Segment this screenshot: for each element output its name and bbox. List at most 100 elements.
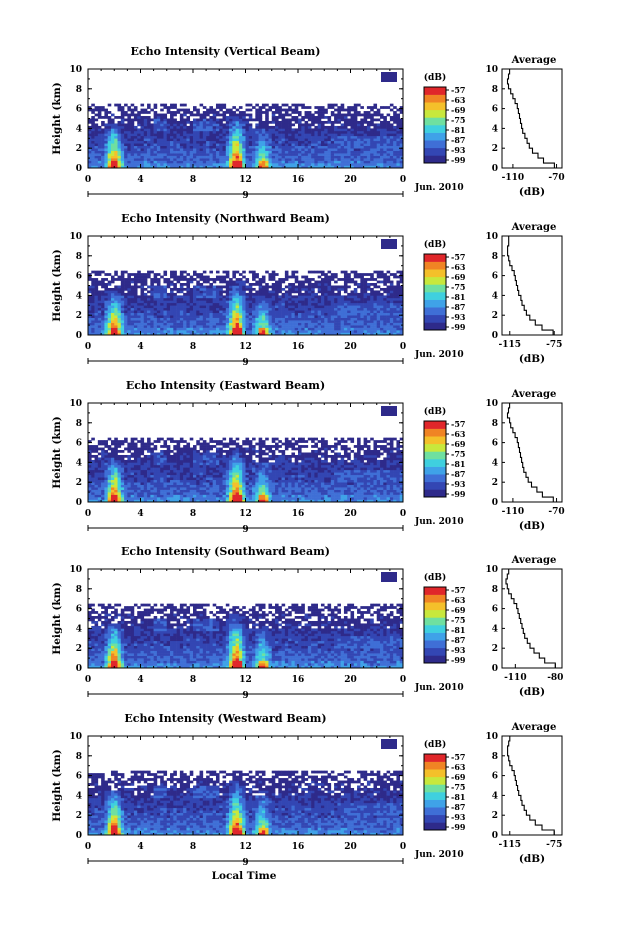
heatmap-cell <box>380 327 384 331</box>
heatmap-cell <box>202 153 207 156</box>
heatmap-cell <box>393 287 397 291</box>
heatmap-cell <box>110 320 115 323</box>
heatmap-cell <box>156 292 161 296</box>
heatmap-cell <box>327 153 332 156</box>
heatmap-cell <box>370 273 374 276</box>
heatmap-cell <box>229 300 233 304</box>
heatmap-cell <box>389 332 394 336</box>
heatmap-cell <box>347 148 351 151</box>
heatmap-cell <box>380 322 384 326</box>
heatmap-cell <box>222 290 227 294</box>
heatmap-cell <box>353 322 358 326</box>
heatmap-cell <box>170 287 174 291</box>
heatmap-cell <box>166 155 171 159</box>
heatmap-cell <box>376 140 381 144</box>
heatmap-cell <box>275 125 279 129</box>
heatmap-cell <box>150 302 154 306</box>
heatmap-cell <box>248 130 253 134</box>
heatmap-cell <box>363 135 368 139</box>
heatmap-cell <box>324 312 328 316</box>
heatmap-cell <box>271 106 276 109</box>
heatmap-cell <box>304 123 309 127</box>
heatmap-cell <box>163 315 168 318</box>
heatmap-cell <box>222 315 227 318</box>
heatmap-cell <box>334 317 338 321</box>
heatmap-cell <box>170 120 174 124</box>
heatmap-cell <box>393 113 397 117</box>
heatmap-cell <box>173 106 177 109</box>
heatmap-cell <box>222 138 227 142</box>
heatmap-cell <box>386 123 391 127</box>
heatmap-cell <box>399 280 404 284</box>
heatmap-cell <box>370 302 374 306</box>
heatmap-cell <box>389 305 394 309</box>
heatmap-cell <box>370 153 374 156</box>
heatmap-cell <box>110 315 115 318</box>
heatmap-cell <box>170 116 174 119</box>
heatmap-cell <box>245 118 250 122</box>
heatmap-cell <box>130 327 135 331</box>
heatmap-cell <box>242 128 246 132</box>
heatmap-cell <box>327 290 332 294</box>
heatmap-cell <box>389 302 394 306</box>
heatmap-cell <box>307 125 312 129</box>
heatmap-cell <box>337 332 341 336</box>
heatmap-cell <box>393 275 397 279</box>
heatmap-cell <box>130 280 135 284</box>
heatmap-cell <box>219 145 223 149</box>
heatmap-cell <box>186 163 191 166</box>
heatmap-cell <box>373 283 378 286</box>
heatmap-cell <box>196 150 200 154</box>
heatmap-cell <box>127 307 131 311</box>
heatmap-cell <box>215 140 220 144</box>
heatmap-cell <box>219 155 223 159</box>
heatmap-cell <box>252 297 256 301</box>
heatmap-cell <box>311 312 315 316</box>
heatmap-cell <box>298 165 302 169</box>
heatmap-cell <box>275 160 279 164</box>
heatmap-cell <box>245 325 250 328</box>
heatmap-cell <box>284 297 289 301</box>
heatmap-cell <box>219 153 223 156</box>
heatmap-cell <box>186 322 191 326</box>
heatmap-cell <box>376 148 381 151</box>
y-tick-label: 8 <box>76 252 82 262</box>
heatmap-cell <box>97 111 102 114</box>
heatmap-cell <box>170 305 174 309</box>
heatmap-cell <box>219 138 223 142</box>
heatmap-cell <box>176 143 181 147</box>
heatmap-cell <box>127 155 131 159</box>
heatmap-cell <box>215 302 220 306</box>
heatmap-cell <box>130 297 135 301</box>
heatmap-cell <box>304 317 309 321</box>
heatmap-cell <box>380 297 384 301</box>
y-tick-label: 0 <box>76 164 82 174</box>
heatmap-cell <box>278 160 282 164</box>
heatmap-cell <box>137 165 141 169</box>
heatmap-cell <box>393 135 397 139</box>
heatmap-cell <box>222 312 227 316</box>
heatmap-cell <box>232 285 236 289</box>
heatmap-cell <box>261 297 266 301</box>
heatmap-cell <box>107 165 112 169</box>
heatmap-cell <box>258 133 263 137</box>
heatmap-cell <box>232 317 236 321</box>
heatmap-cell <box>209 305 213 309</box>
heatmap-cell <box>153 302 158 306</box>
heatmap-cell <box>156 330 161 333</box>
heatmap-cell <box>97 165 102 169</box>
heatmap-cell <box>117 128 122 132</box>
heatmap-cell <box>389 285 394 289</box>
heatmap-cell <box>383 158 387 161</box>
heatmap-cell <box>150 322 154 326</box>
average-x-tick-label: -70 <box>548 173 564 183</box>
heatmap-cell <box>337 113 341 117</box>
heatmap-cell <box>340 163 345 166</box>
heatmap-cell <box>114 125 118 129</box>
heatmap-cell <box>294 317 299 321</box>
heatmap-cell <box>179 322 184 326</box>
heatmap-cell <box>353 292 358 296</box>
heatmap-cell <box>183 322 187 326</box>
heatmap-cell <box>229 330 233 333</box>
heatmap-cell <box>242 116 246 119</box>
